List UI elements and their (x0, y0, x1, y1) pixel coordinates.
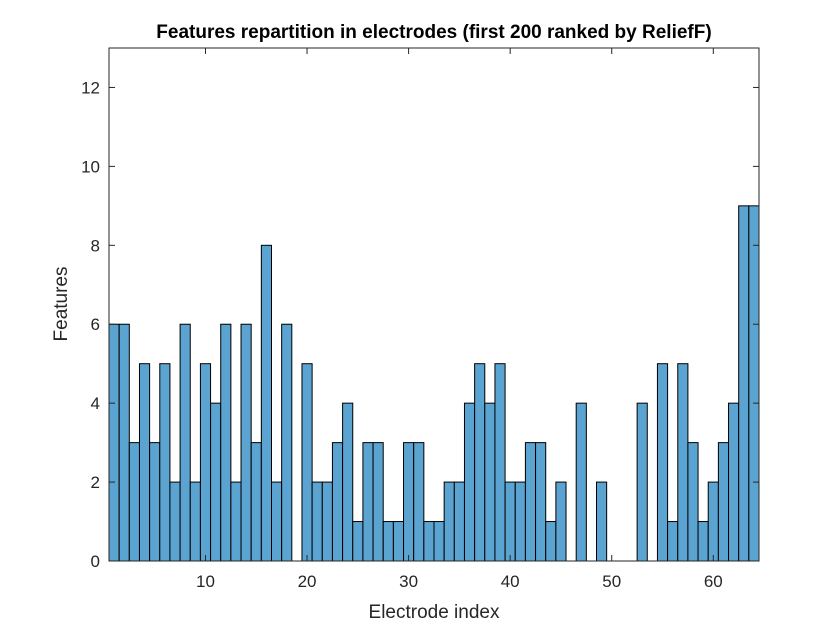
bar-electrode-45 (555, 481, 567, 562)
bar-electrode-28 (382, 521, 394, 562)
bar-electrode-5 (149, 442, 161, 562)
y-tick-label-0: 0 (91, 552, 100, 571)
bar-electrode-14 (240, 323, 252, 562)
bar-electrode-33 (433, 521, 445, 562)
bar-electrode-13 (230, 481, 242, 562)
y-axis-label: Features (51, 267, 72, 342)
bar-electrode-18 (281, 323, 293, 562)
bar-electrode-55 (656, 363, 669, 562)
bar-electrode-62 (728, 402, 740, 562)
bar-electrode-7 (169, 481, 181, 562)
bar-electrode-11 (210, 402, 222, 562)
bar-electrode-40 (504, 481, 516, 562)
x-axis-label: Electrode index (369, 602, 500, 623)
bar-electrode-8 (179, 323, 191, 562)
bar-electrode-27 (372, 442, 384, 562)
bar-electrode-61 (717, 442, 730, 562)
bar-electrode-43 (535, 442, 547, 562)
bar-electrode-9 (189, 481, 201, 562)
y-axis-ticks: 0 2 4 6 8 10 12 (81, 78, 759, 571)
x-tick-label-30: 30 (399, 572, 418, 591)
bar-electrode-29 (392, 521, 405, 562)
bar-electrode-56 (667, 521, 679, 562)
chart-title: Features repartition in electrodes (firs… (156, 22, 711, 43)
bar-electrode-39 (494, 363, 506, 562)
bar-electrode-63 (738, 205, 750, 562)
bar-electrode-31 (413, 442, 425, 562)
bar-electrode-12 (220, 323, 232, 562)
bar-electrode-42 (524, 442, 537, 562)
bar-electrode-64 (748, 205, 760, 562)
y-tick-label-8: 8 (91, 236, 100, 255)
x-axis-ticks: 10 20 30 40 50 60 (196, 48, 723, 591)
bar-electrode-41 (514, 481, 526, 562)
bar-electrode-25 (352, 521, 364, 562)
bar-electrode-34 (443, 481, 455, 562)
bar-electrode-60 (707, 481, 719, 562)
y-tick-label-6: 6 (91, 315, 100, 334)
bar-electrode-59 (697, 521, 709, 562)
bar-electrode-49 (596, 481, 608, 562)
bar-electrode-22 (321, 481, 333, 562)
bar-electrode-38 (484, 402, 496, 562)
bar-electrode-37 (474, 363, 486, 562)
x-tick-label-10: 10 (196, 572, 215, 591)
bar-electrode-16 (260, 244, 272, 562)
bar-electrode-6 (159, 363, 171, 562)
axes-box (108, 47, 760, 562)
bar-electrode-20 (301, 363, 313, 562)
bar-electrode-10 (199, 363, 212, 562)
bar-electrode-15 (250, 442, 262, 562)
bar-electrode-57 (677, 363, 689, 562)
bar-electrode-58 (687, 442, 699, 562)
x-tick-label-40: 40 (501, 572, 520, 591)
bar-electrode-30 (403, 442, 415, 562)
bar-electrode-21 (311, 481, 323, 562)
bar-electrode-47 (575, 402, 587, 562)
bar-electrode-44 (545, 521, 557, 562)
bar-electrode-32 (423, 521, 435, 562)
bar-electrode-53 (636, 402, 648, 562)
bar-electrode-35 (453, 481, 465, 562)
x-tick-label-50: 50 (602, 572, 621, 591)
bars-group (108, 205, 760, 562)
bar-electrode-23 (331, 442, 344, 562)
bar-electrode-24 (342, 402, 354, 562)
bar-electrode-26 (362, 442, 374, 562)
bar-electrode-36 (463, 402, 476, 562)
x-tick-label-20: 20 (298, 572, 317, 591)
bar-electrode-1 (108, 323, 120, 562)
x-tick-label-60: 60 (704, 572, 723, 591)
bar-electrode-4 (138, 363, 151, 562)
bar-electrode-2 (118, 323, 130, 562)
y-tick-label-2: 2 (91, 473, 100, 492)
y-tick-label-12: 12 (81, 78, 100, 97)
y-tick-label-4: 4 (91, 394, 100, 413)
bar-electrode-17 (271, 481, 283, 562)
bar-electrode-3 (128, 442, 140, 562)
y-tick-label-10: 10 (81, 157, 100, 176)
